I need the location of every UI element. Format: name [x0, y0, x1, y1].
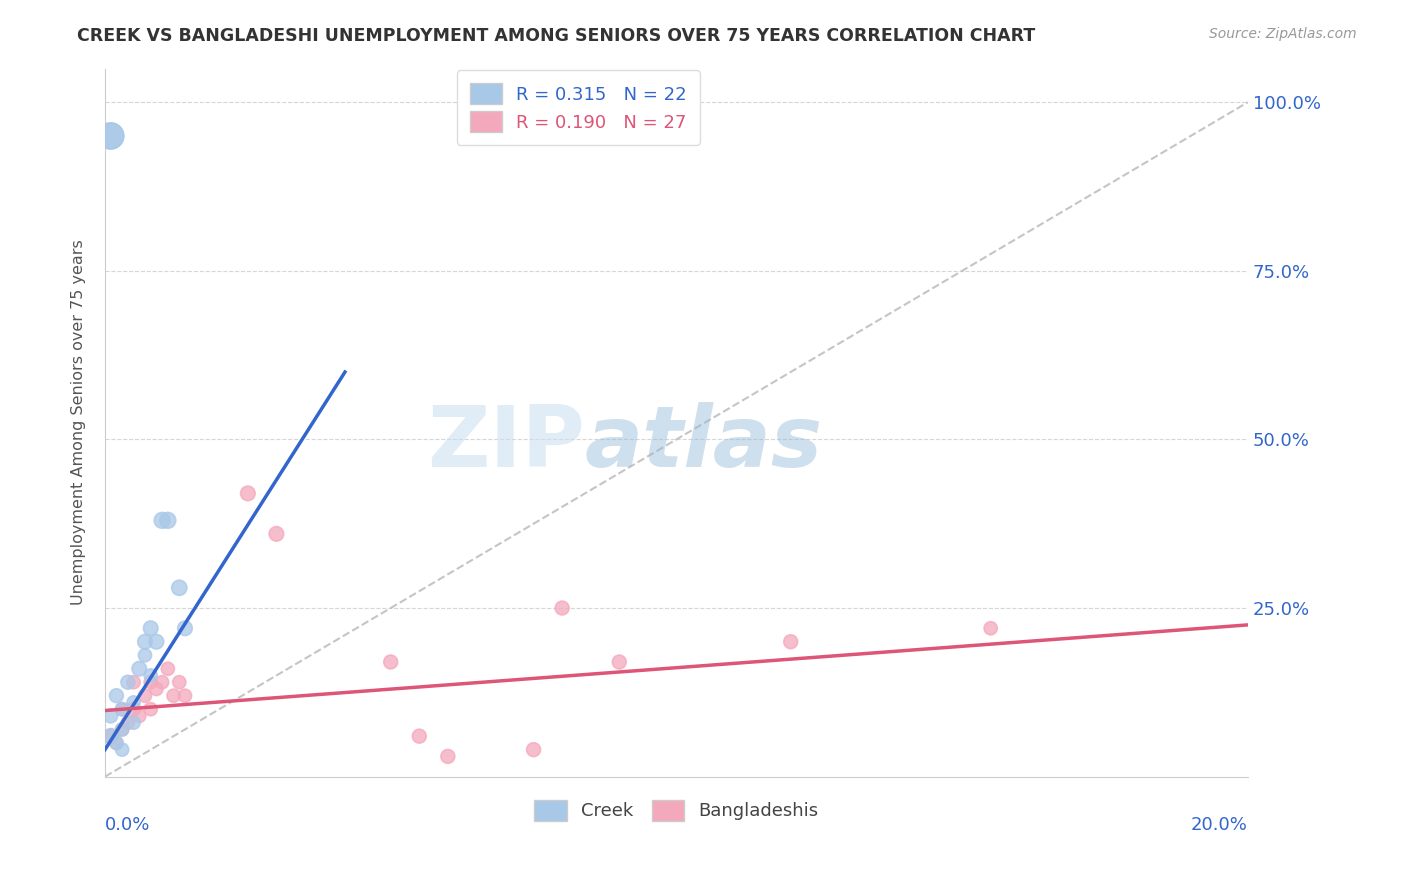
- Text: 0.0%: 0.0%: [105, 815, 150, 833]
- Y-axis label: Unemployment Among Seniors over 75 years: Unemployment Among Seniors over 75 years: [72, 240, 86, 606]
- Point: [100, 128, 122, 143]
- Point: [380, 655, 402, 669]
- Point: [156, 513, 179, 527]
- Point: [128, 662, 150, 676]
- Point: [408, 729, 430, 743]
- Point: [607, 655, 630, 669]
- Point: [100, 729, 122, 743]
- Legend: Creek, Bangladeshis: Creek, Bangladeshis: [527, 792, 825, 828]
- Point: [122, 675, 145, 690]
- Point: [551, 601, 574, 615]
- Point: [111, 702, 134, 716]
- Point: [266, 526, 288, 541]
- Text: ZIP: ZIP: [427, 402, 585, 485]
- Point: [150, 513, 173, 527]
- Point: [162, 689, 184, 703]
- Point: [174, 689, 197, 703]
- Point: [980, 621, 1002, 635]
- Text: atlas: atlas: [585, 402, 823, 485]
- Point: [117, 675, 139, 690]
- Text: 20.0%: 20.0%: [1191, 815, 1249, 833]
- Point: [111, 723, 134, 737]
- Point: [145, 681, 167, 696]
- Point: [122, 702, 145, 716]
- Point: [145, 634, 167, 648]
- Point: [122, 695, 145, 709]
- Point: [139, 702, 162, 716]
- Point: [139, 668, 162, 682]
- Text: CREEK VS BANGLADESHI UNEMPLOYMENT AMONG SENIORS OVER 75 YEARS CORRELATION CHART: CREEK VS BANGLADESHI UNEMPLOYMENT AMONG …: [77, 27, 1036, 45]
- Point: [100, 709, 122, 723]
- Point: [134, 689, 156, 703]
- Point: [105, 689, 128, 703]
- Point: [122, 715, 145, 730]
- Text: Source: ZipAtlas.com: Source: ZipAtlas.com: [1209, 27, 1357, 41]
- Point: [169, 581, 191, 595]
- Point: [156, 662, 179, 676]
- Point: [522, 742, 544, 756]
- Point: [100, 729, 122, 743]
- Point: [134, 634, 156, 648]
- Point: [111, 723, 134, 737]
- Point: [105, 736, 128, 750]
- Point: [779, 634, 801, 648]
- Point: [150, 675, 173, 690]
- Point: [100, 128, 122, 143]
- Point: [111, 702, 134, 716]
- Point: [105, 736, 128, 750]
- Point: [236, 486, 259, 500]
- Point: [174, 621, 197, 635]
- Point: [134, 648, 156, 663]
- Point: [117, 715, 139, 730]
- Point: [111, 742, 134, 756]
- Point: [139, 675, 162, 690]
- Point: [437, 749, 460, 764]
- Point: [169, 675, 191, 690]
- Point: [139, 621, 162, 635]
- Point: [128, 709, 150, 723]
